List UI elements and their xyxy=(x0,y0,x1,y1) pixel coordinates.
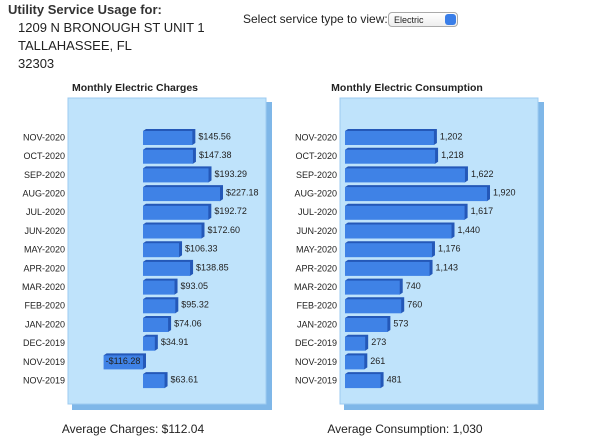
value-label: $227.18 xyxy=(226,187,259,197)
category-label: MAY-2020 xyxy=(24,245,65,255)
value-label: -$116.28 xyxy=(106,356,141,366)
category-label: NOV-2020 xyxy=(23,132,65,142)
bar xyxy=(345,280,400,295)
category-label: NOV-2019 xyxy=(23,375,65,385)
category-label: MAR-2020 xyxy=(22,282,65,292)
bar xyxy=(345,187,487,202)
value-label: $172.60 xyxy=(208,225,241,235)
value-label: 1,143 xyxy=(436,262,459,272)
category-label: APR-2020 xyxy=(23,263,65,273)
bar xyxy=(345,318,388,332)
value-label: $93.05 xyxy=(181,281,209,291)
bar xyxy=(143,187,220,202)
category-label: FEB-2020 xyxy=(24,301,65,311)
value-label: $74.06 xyxy=(174,318,202,328)
category-label: OCT-2020 xyxy=(23,151,65,161)
bar xyxy=(345,205,465,220)
page-title: Utility Service Usage for: xyxy=(8,2,162,17)
value-label: 1,440 xyxy=(458,225,481,235)
value-label: $138.85 xyxy=(196,262,229,272)
bar xyxy=(103,355,143,370)
value-label: 1,622 xyxy=(471,169,494,179)
bar xyxy=(143,374,165,389)
bar xyxy=(345,336,366,351)
category-label: SEP-2020 xyxy=(24,170,65,180)
category-label: AUG-2020 xyxy=(22,188,65,198)
category-label: NOV-2019 xyxy=(295,357,337,367)
bar xyxy=(143,149,193,164)
address-line: 1209 N BRONOUGH ST UNIT 1 xyxy=(18,20,205,35)
value-label: 740 xyxy=(406,281,421,291)
category-label: JUN-2020 xyxy=(296,226,337,236)
category-label: JUL-2020 xyxy=(298,207,337,217)
value-label: $192.72 xyxy=(214,206,247,216)
summary: Average Charges: $112.04 xyxy=(62,422,205,436)
value-label: $193.29 xyxy=(215,169,248,179)
category-label: APR-2020 xyxy=(295,263,337,273)
bar xyxy=(143,205,209,220)
bar xyxy=(345,168,465,183)
bar xyxy=(345,374,381,389)
select-label: Select service type to view: xyxy=(243,12,388,26)
category-label: NOV-2020 xyxy=(295,132,337,142)
value-label: 1,920 xyxy=(493,187,516,197)
chart-title: Monthly Electric Charges xyxy=(72,82,198,94)
bar xyxy=(345,243,432,258)
bar xyxy=(143,261,191,276)
bar xyxy=(143,168,209,183)
category-label: NOV-2019 xyxy=(23,357,65,367)
bar xyxy=(143,243,180,258)
category-label: JAN-2020 xyxy=(297,319,337,329)
address-line: 32303 xyxy=(18,56,55,71)
value-label: $106.33 xyxy=(185,244,218,254)
value-label: $95.32 xyxy=(181,300,209,310)
bar xyxy=(143,299,176,314)
value-label: 273 xyxy=(371,337,386,347)
category-label: DEC-2019 xyxy=(295,338,337,348)
bar xyxy=(143,280,175,295)
bar xyxy=(143,224,202,239)
bar xyxy=(345,224,452,239)
value-label: $34.91 xyxy=(161,337,189,347)
service-select[interactable]: Electric xyxy=(388,12,458,27)
category-label: JUL-2020 xyxy=(26,207,65,217)
value-label: 1,218 xyxy=(441,150,464,160)
summary: Average Consumption: 1,030 xyxy=(327,422,483,436)
value-label: 1,617 xyxy=(471,206,494,216)
bar xyxy=(143,131,193,145)
value-label: 261 xyxy=(370,356,385,366)
category-label: OCT-2020 xyxy=(295,151,337,161)
bar xyxy=(345,149,436,164)
value-label: 760 xyxy=(407,300,422,310)
bar xyxy=(345,355,365,370)
category-label: NOV-2019 xyxy=(295,375,337,385)
category-label: JAN-2020 xyxy=(25,319,65,329)
value-label: 1,176 xyxy=(438,244,461,254)
bar xyxy=(143,336,155,351)
value-label: $145.56 xyxy=(198,131,231,141)
value-label: $63.61 xyxy=(171,374,199,384)
category-label: AUG-2020 xyxy=(294,188,337,198)
value-label: 481 xyxy=(387,374,402,384)
value-label: $147.38 xyxy=(199,150,232,160)
bar xyxy=(345,261,430,276)
address-line: TALLAHASSEE, FL xyxy=(18,38,132,53)
value-label: 573 xyxy=(393,318,408,328)
value-label: 1,202 xyxy=(440,131,463,141)
bar xyxy=(345,299,402,314)
category-label: FEB-2020 xyxy=(296,301,337,311)
bar xyxy=(143,318,169,332)
bar xyxy=(345,131,434,145)
category-label: MAR-2020 xyxy=(294,282,337,292)
category-label: JUN-2020 xyxy=(24,226,65,236)
chart-title: Monthly Electric Consumption xyxy=(331,82,483,94)
category-label: DEC-2019 xyxy=(23,338,65,348)
category-label: SEP-2020 xyxy=(296,170,337,180)
category-label: MAY-2020 xyxy=(296,245,337,255)
